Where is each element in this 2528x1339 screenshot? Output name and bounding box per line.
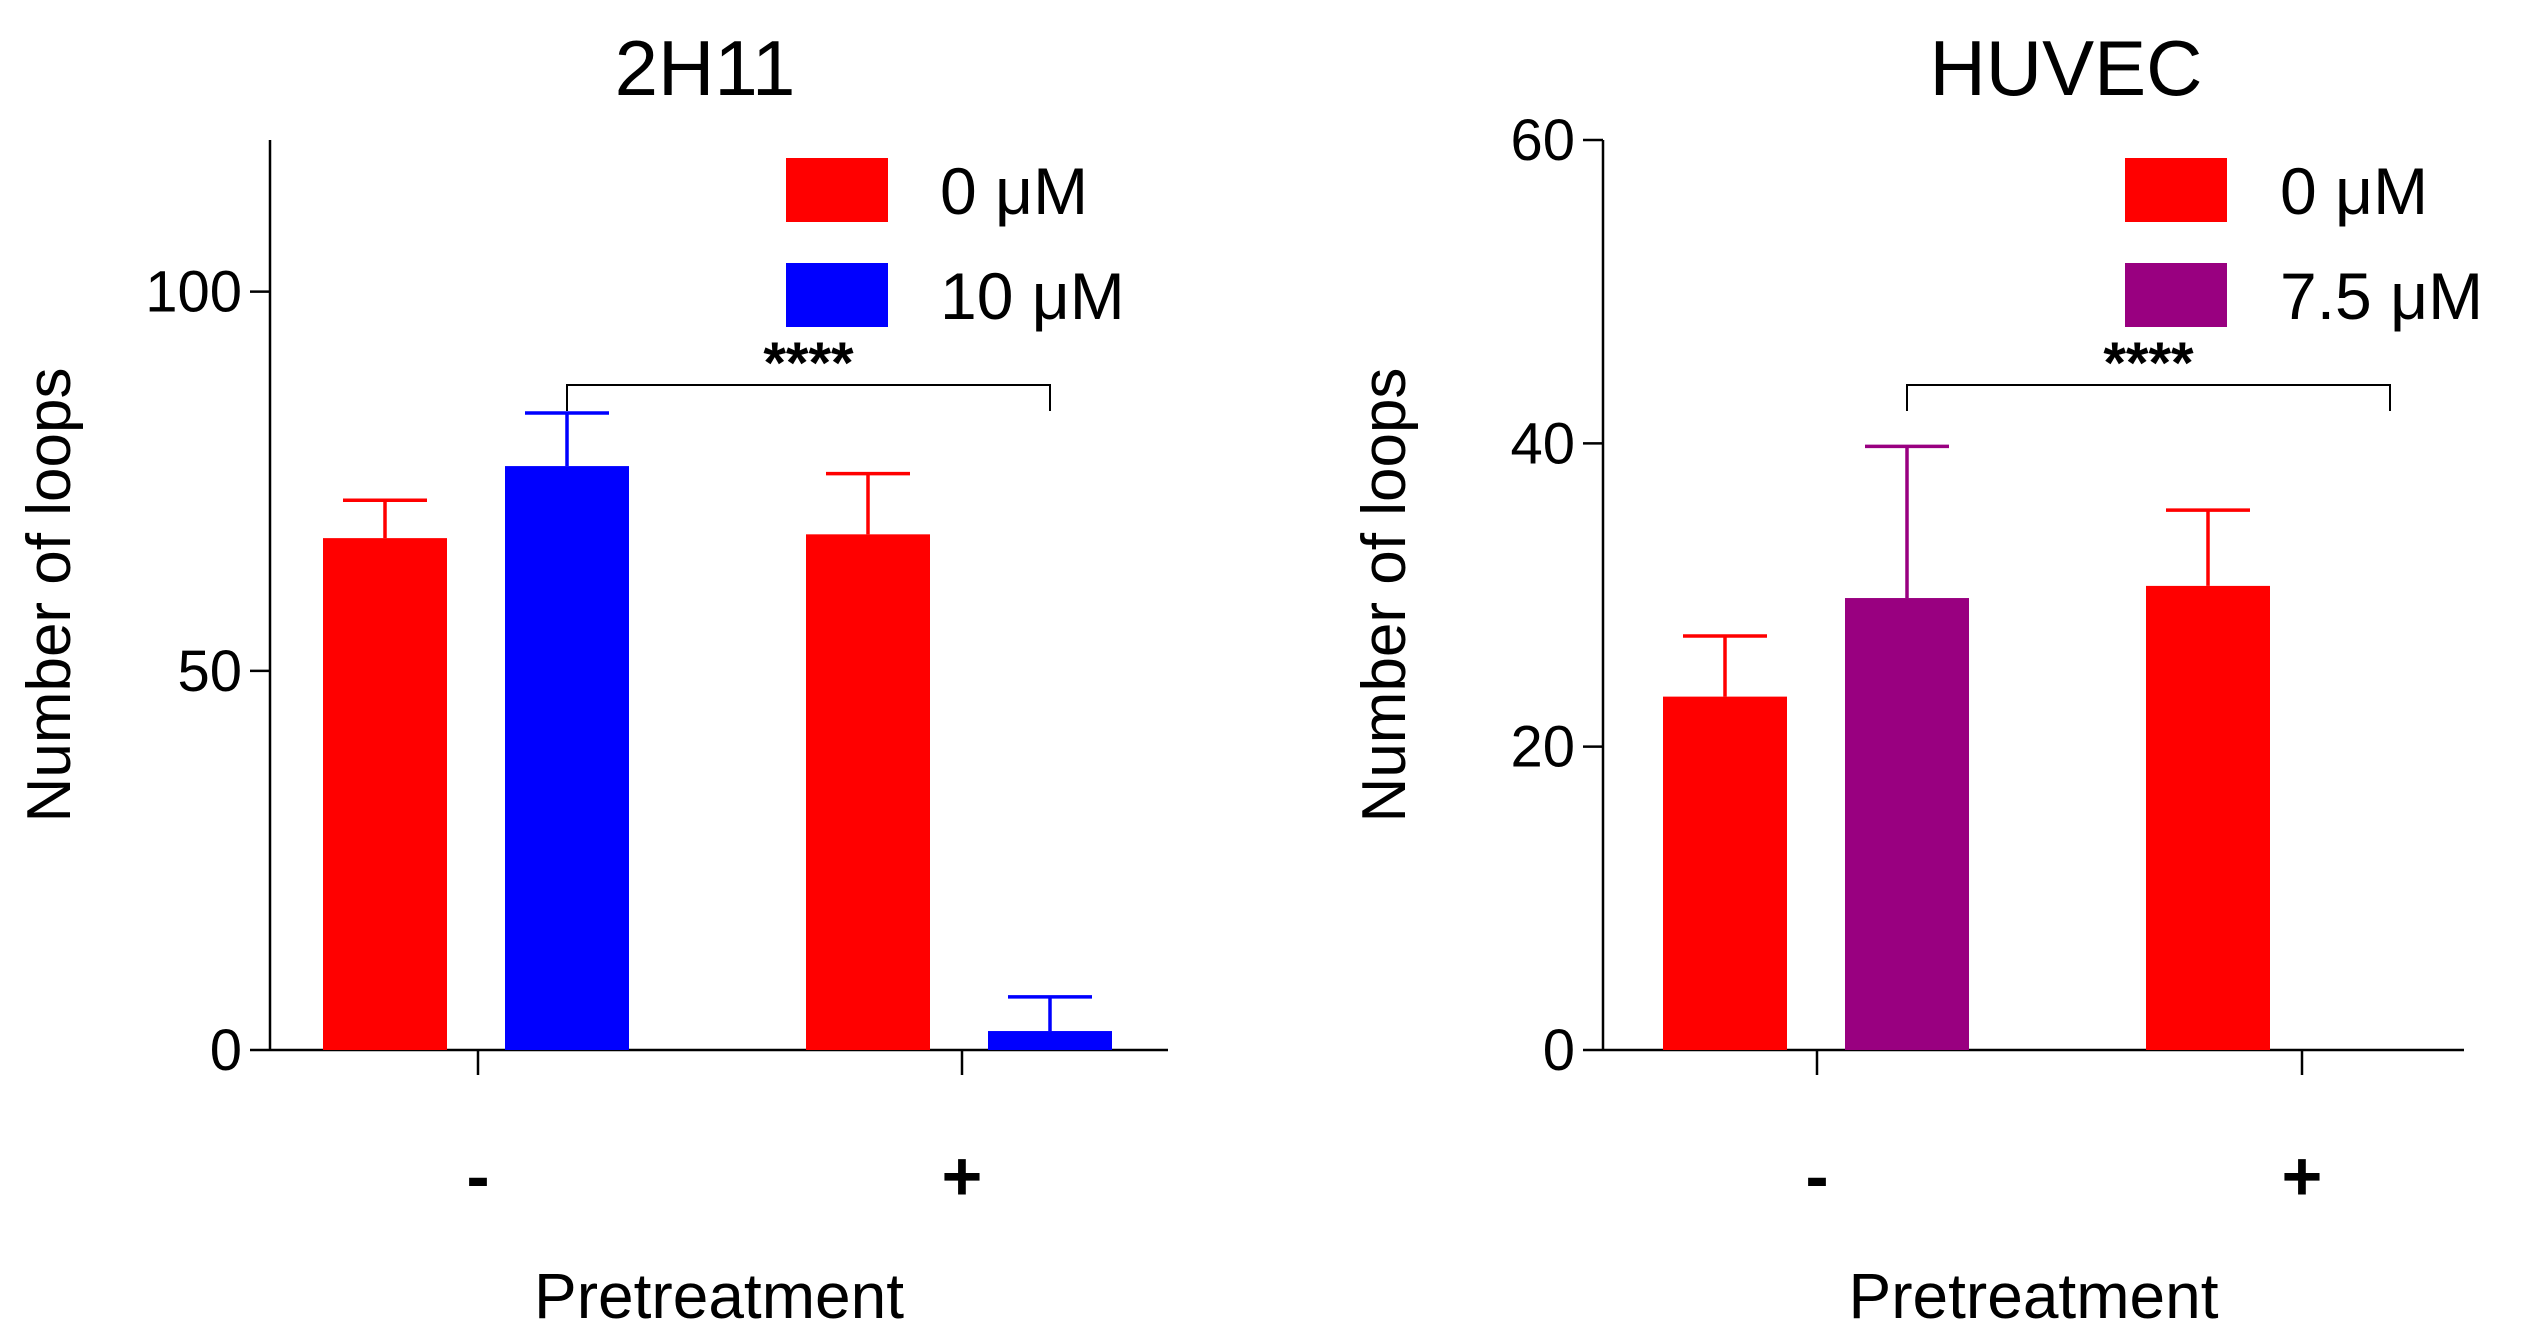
chart-title: HUVEC	[1929, 24, 2202, 112]
legend-label: 0 μM	[2280, 154, 2428, 228]
bar	[988, 1031, 1112, 1050]
chart-panel-1: HUVEC 0 20 40 60 Number of loops - + Pretreatmen…	[1350, 24, 2483, 1332]
legend-label: 7.5 μM	[2280, 259, 2483, 333]
legend-label: 10 μM	[940, 259, 1125, 333]
bar	[323, 538, 447, 1050]
y-tick-label: 50	[177, 639, 242, 704]
legend-swatch	[2125, 158, 2227, 222]
legend-label: 0 μM	[940, 154, 1088, 228]
y-tick-label: 100	[145, 260, 242, 325]
y-tick-label: 0	[210, 1018, 242, 1083]
y-tick-label: 40	[1510, 411, 1575, 476]
legend-swatch	[2125, 263, 2227, 327]
bar	[1845, 598, 1969, 1050]
y-tick-label: 20	[1510, 715, 1575, 780]
bar	[505, 466, 629, 1050]
significance-bracket	[566, 384, 1051, 411]
significance-bracket	[1906, 384, 2391, 411]
legend-swatch	[786, 263, 888, 327]
y-axis-label: Number of loops	[1350, 368, 1419, 823]
x-tick-label: -	[466, 1137, 489, 1215]
y-tick-label: 60	[1510, 108, 1575, 173]
significance-label: ****	[2103, 331, 2194, 396]
legend-swatch	[786, 158, 888, 222]
chart-title: 2H11	[615, 24, 796, 112]
x-tick-label: -	[1805, 1137, 1828, 1215]
x-axis-label: Pretreatment	[534, 1260, 904, 1332]
bar	[1663, 696, 1787, 1050]
x-tick-label: +	[942, 1137, 983, 1215]
y-axis-label: Number of loops	[15, 368, 84, 823]
x-tick-label: +	[2282, 1137, 2323, 1215]
y-tick-label: 0	[1543, 1018, 1575, 1083]
chart-panel-0: 2H11 0 50 100 Number of loops - + Pretreatment *…	[15, 24, 1168, 1332]
bar	[806, 534, 930, 1050]
significance-label: ****	[763, 331, 854, 396]
bar	[2146, 585, 2270, 1050]
x-axis-label: Pretreatment	[1849, 1260, 2219, 1332]
